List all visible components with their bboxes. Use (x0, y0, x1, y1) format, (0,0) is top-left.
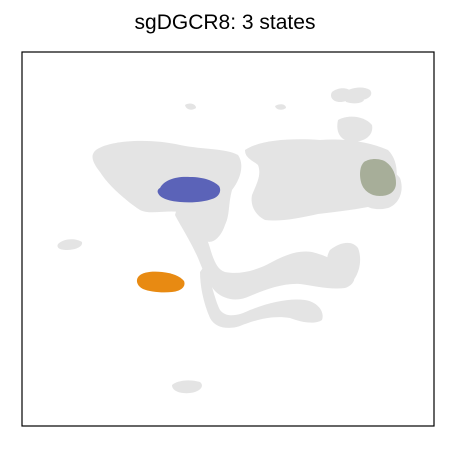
background-cluster (200, 265, 323, 328)
background-cluster (185, 103, 196, 110)
plot-frame (21, 51, 435, 427)
state-cluster-olive (360, 159, 396, 196)
state-cluster-orange (136, 271, 185, 293)
background-cluster (57, 239, 83, 250)
plot-area (22, 52, 434, 426)
highlighted-states (136, 159, 396, 293)
background-cluster (172, 380, 202, 394)
background-cluster (344, 95, 364, 104)
state-cluster-blue (157, 176, 221, 203)
background-cluster (175, 205, 355, 300)
background-cluster (275, 104, 286, 110)
background-cluster (326, 242, 361, 283)
chart-title: sgDGCR8: 3 states (134, 11, 316, 34)
background-cluster (337, 116, 373, 142)
